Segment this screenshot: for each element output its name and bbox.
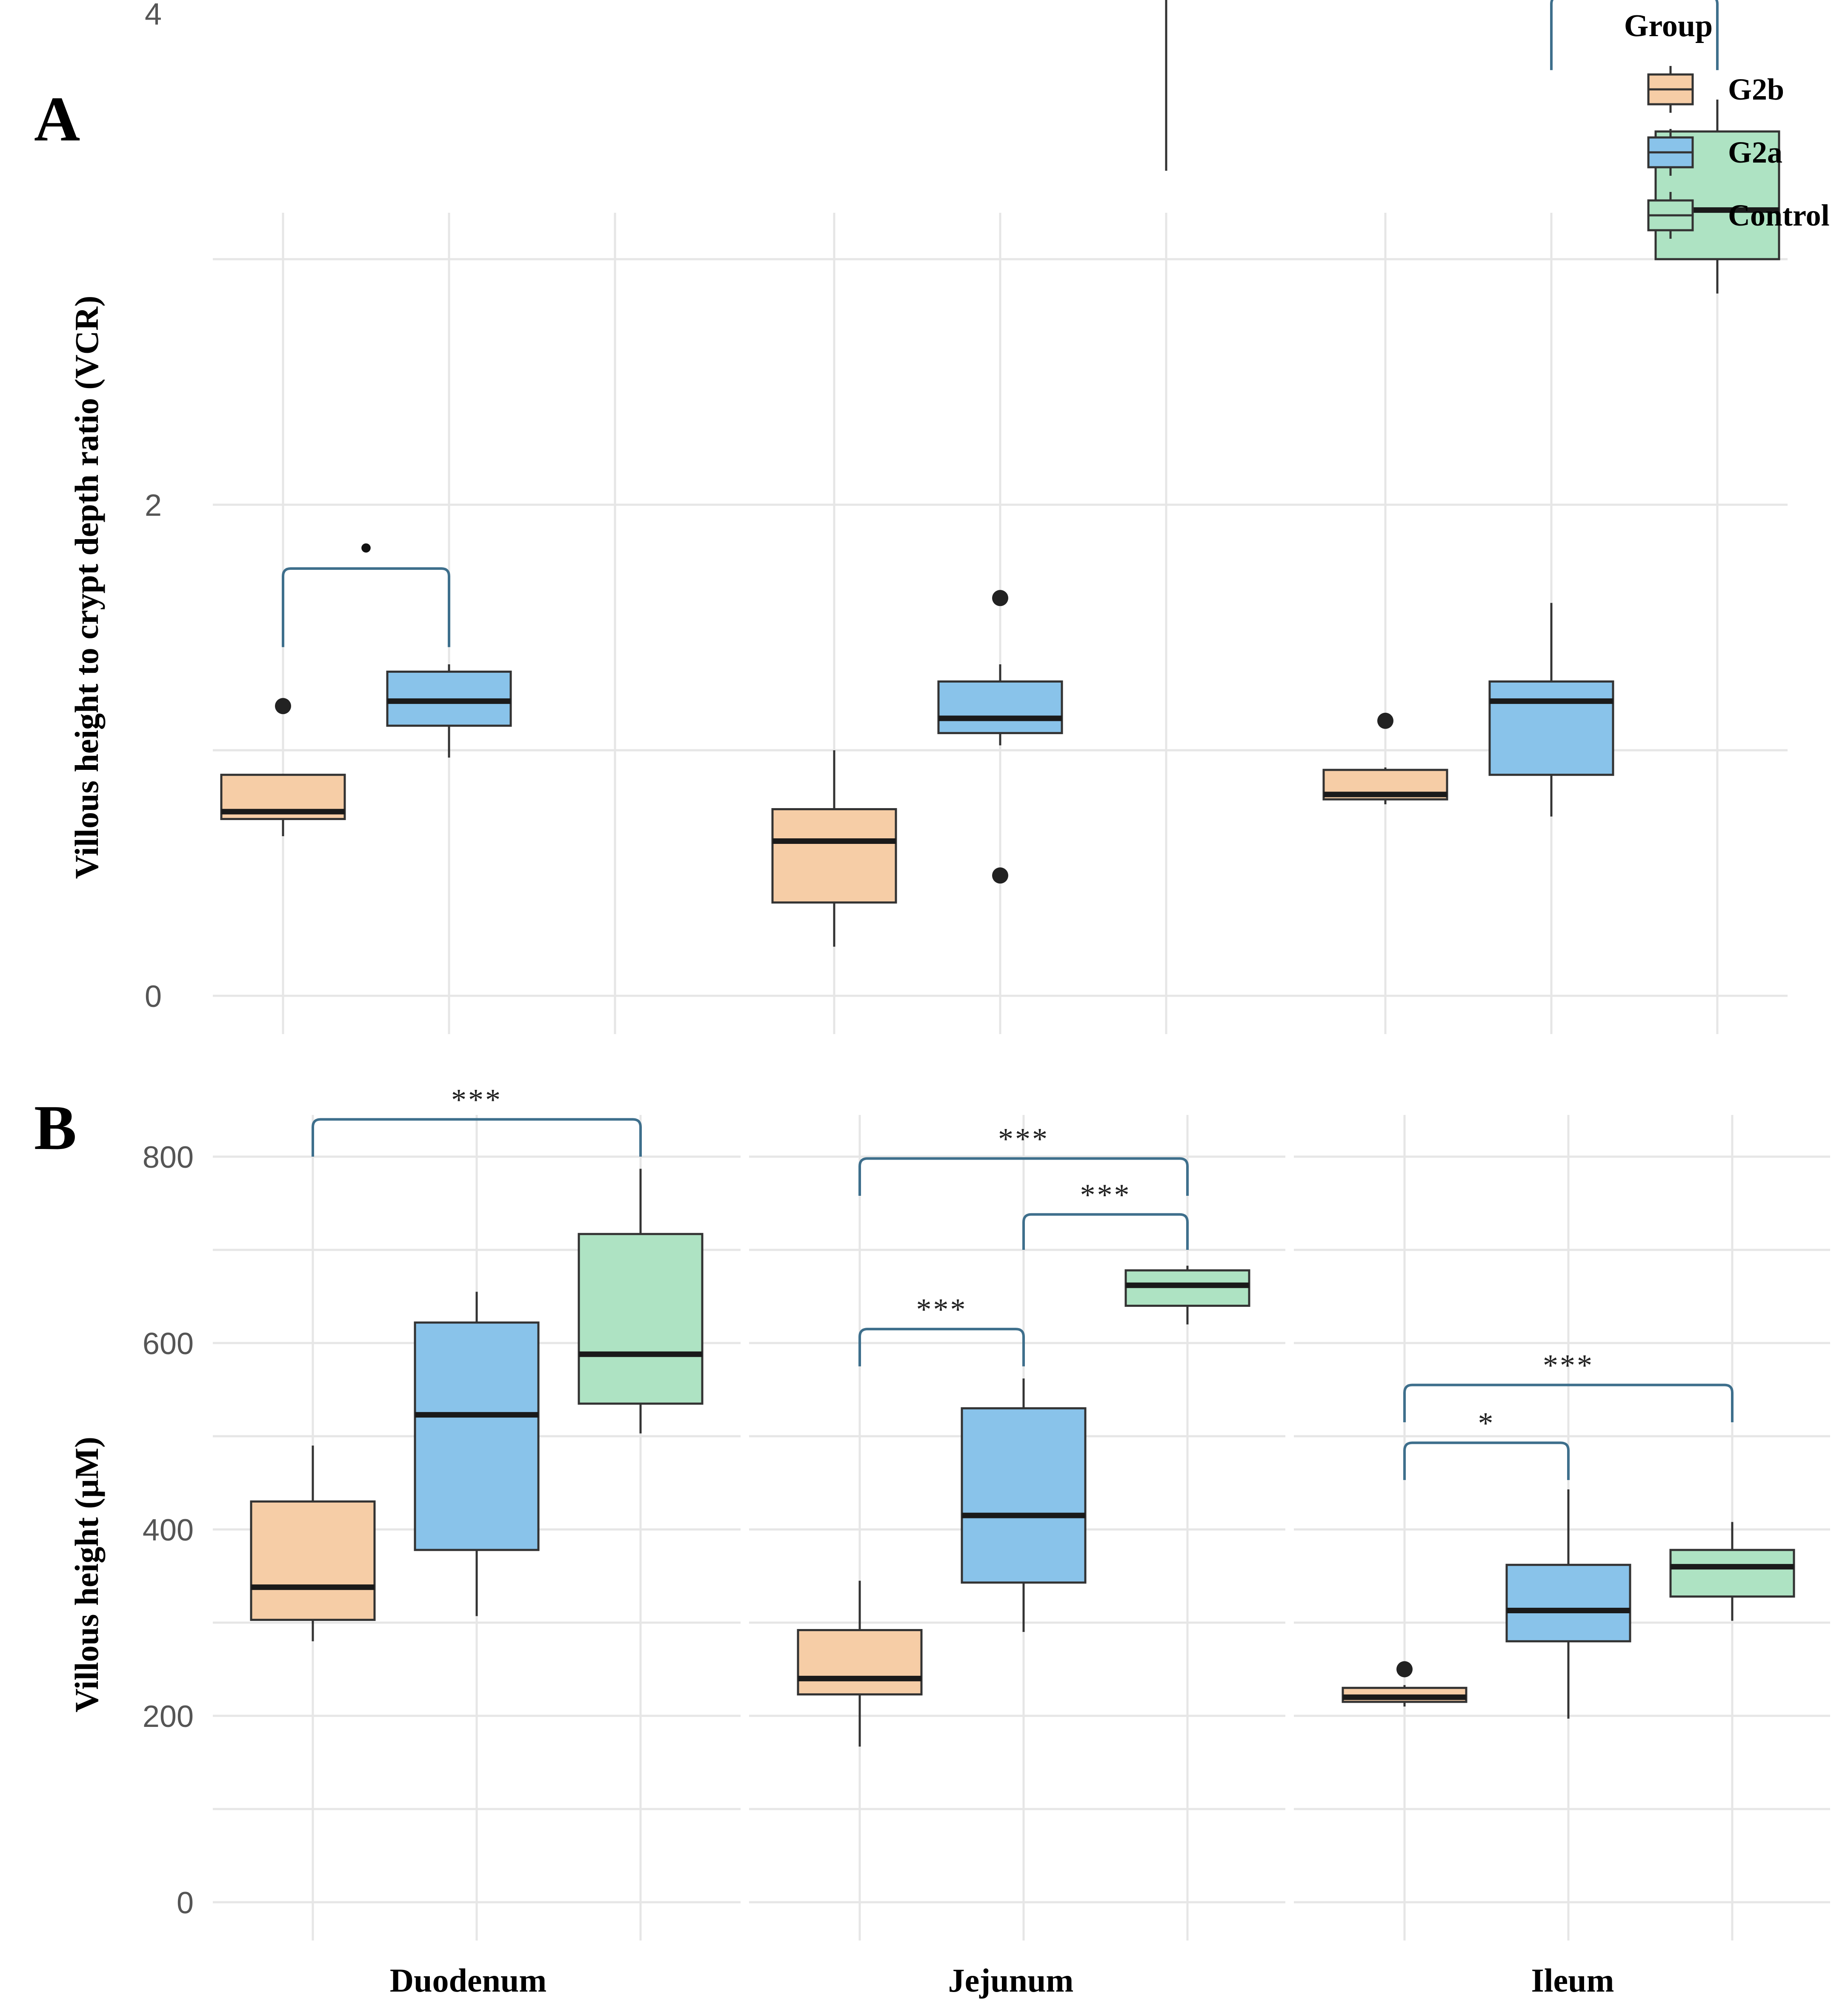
bracket-line	[312, 1118, 642, 1157]
box-iqr	[797, 1629, 923, 1696]
x-axis-label-jejunum: Jejunum	[948, 1962, 1074, 1999]
y-tick-label: 2	[145, 489, 162, 523]
significance-bracket: •	[282, 529, 450, 647]
significance-label: ***	[916, 1292, 967, 1326]
box-g2a	[937, 590, 1063, 884]
box-control	[578, 1169, 704, 1434]
legend-label: Control	[1728, 198, 1830, 232]
significance-label: ***	[1080, 1178, 1131, 1212]
y-axis-title: Villous height to crypt depth ratio (VCR…	[68, 296, 105, 879]
x-axis-label-duodenum: Duodenum	[390, 1962, 546, 1999]
significance-bracket: ***	[1550, 0, 1719, 70]
bracket-line	[1403, 1441, 1570, 1480]
y-tick-label: 600	[143, 1327, 194, 1361]
significance-label: ***	[998, 1122, 1049, 1156]
x-axis-label-ileum: Ileum	[1531, 1962, 1614, 1999]
bracket-line	[858, 1157, 1189, 1196]
significance-label: ***	[1543, 1349, 1594, 1383]
box-g2a	[1488, 603, 1614, 817]
box-iqr	[961, 1407, 1087, 1584]
box-iqr	[937, 680, 1063, 735]
facet-duodenum: •******	[220, 529, 512, 836]
panel-label-b: B	[34, 1092, 77, 1163]
box-iqr	[250, 1500, 376, 1621]
box-g2b	[250, 1445, 376, 1641]
bracket-line	[1550, 0, 1719, 70]
facet-jejunum: ******	[771, 0, 1167, 947]
box-iqr	[414, 1321, 540, 1551]
box-iqr	[1505, 1563, 1631, 1643]
panel-a: A Villous height to crypt depth ratio (VC…	[34, 0, 1788, 1034]
box-control	[1669, 1522, 1795, 1621]
legend-label: G2a	[1728, 135, 1782, 169]
legend-title: Group	[1624, 9, 1713, 43]
box-control	[1124, 1266, 1250, 1325]
significance-bracket: ***	[312, 1083, 642, 1157]
y-tick-label: 200	[143, 1700, 194, 1734]
box-iqr	[578, 1233, 704, 1405]
box-g2b	[771, 750, 897, 947]
significance-label: •	[360, 529, 372, 566]
box-g2b	[220, 698, 346, 836]
box-g2b	[1322, 712, 1448, 804]
y-tick-label: 400	[143, 1513, 194, 1547]
legend-item-g2a: G2a	[1647, 129, 1782, 176]
significance-label: ***	[451, 1083, 502, 1117]
box-control	[1165, 0, 1167, 171]
box-iqr	[1669, 1549, 1795, 1598]
legend-item-g2b: G2b	[1647, 66, 1784, 113]
y-axis-title: Villous height (μM)	[68, 1437, 105, 1712]
legend-item-control: Control	[1647, 192, 1830, 239]
box-g2a	[386, 664, 512, 758]
box-iqr	[1124, 1269, 1250, 1307]
facet-duodenum: ***	[250, 1083, 704, 1641]
outlier-point	[1396, 1661, 1413, 1678]
facet-jejunum: *** *** ***	[797, 1122, 1250, 1747]
y-tick-label: 4	[145, 0, 162, 31]
significance-label: *	[1478, 1406, 1495, 1440]
bracket-line	[1403, 1383, 1734, 1423]
outlier-point	[1377, 712, 1393, 729]
bracket-line	[858, 1328, 1025, 1366]
significance-bracket: ***	[1022, 1178, 1189, 1250]
box-g2a	[1505, 1489, 1631, 1719]
outlier-point	[992, 590, 1008, 606]
box-g2a	[961, 1378, 1087, 1632]
y-tick-label: 0	[145, 980, 162, 1014]
bracket-line	[282, 567, 450, 647]
box-g2b	[797, 1581, 923, 1747]
legend-label: G2b	[1728, 72, 1784, 106]
box-control	[1654, 99, 1780, 294]
box-iqr	[1488, 680, 1614, 776]
significance-bracket: ***	[858, 1122, 1189, 1196]
significance-bracket: ***	[858, 1292, 1025, 1366]
significance-bracket: ***	[1403, 1349, 1734, 1423]
facet-ileum: ****	[1342, 1349, 1795, 1719]
box-iqr	[771, 808, 897, 904]
y-tick-label: 800	[143, 1140, 194, 1175]
outlier-point	[992, 867, 1008, 884]
outlier-point	[275, 698, 291, 715]
panel-label-a: A	[34, 84, 80, 154]
y-tick-label: 0	[177, 1886, 194, 1920]
legend: Group G2b G2a Control	[1624, 9, 1830, 239]
box-g2b	[1342, 1661, 1468, 1707]
box-g2a	[414, 1292, 540, 1616]
significance-bracket: *	[1403, 1406, 1570, 1480]
bracket-line	[1022, 1213, 1189, 1250]
